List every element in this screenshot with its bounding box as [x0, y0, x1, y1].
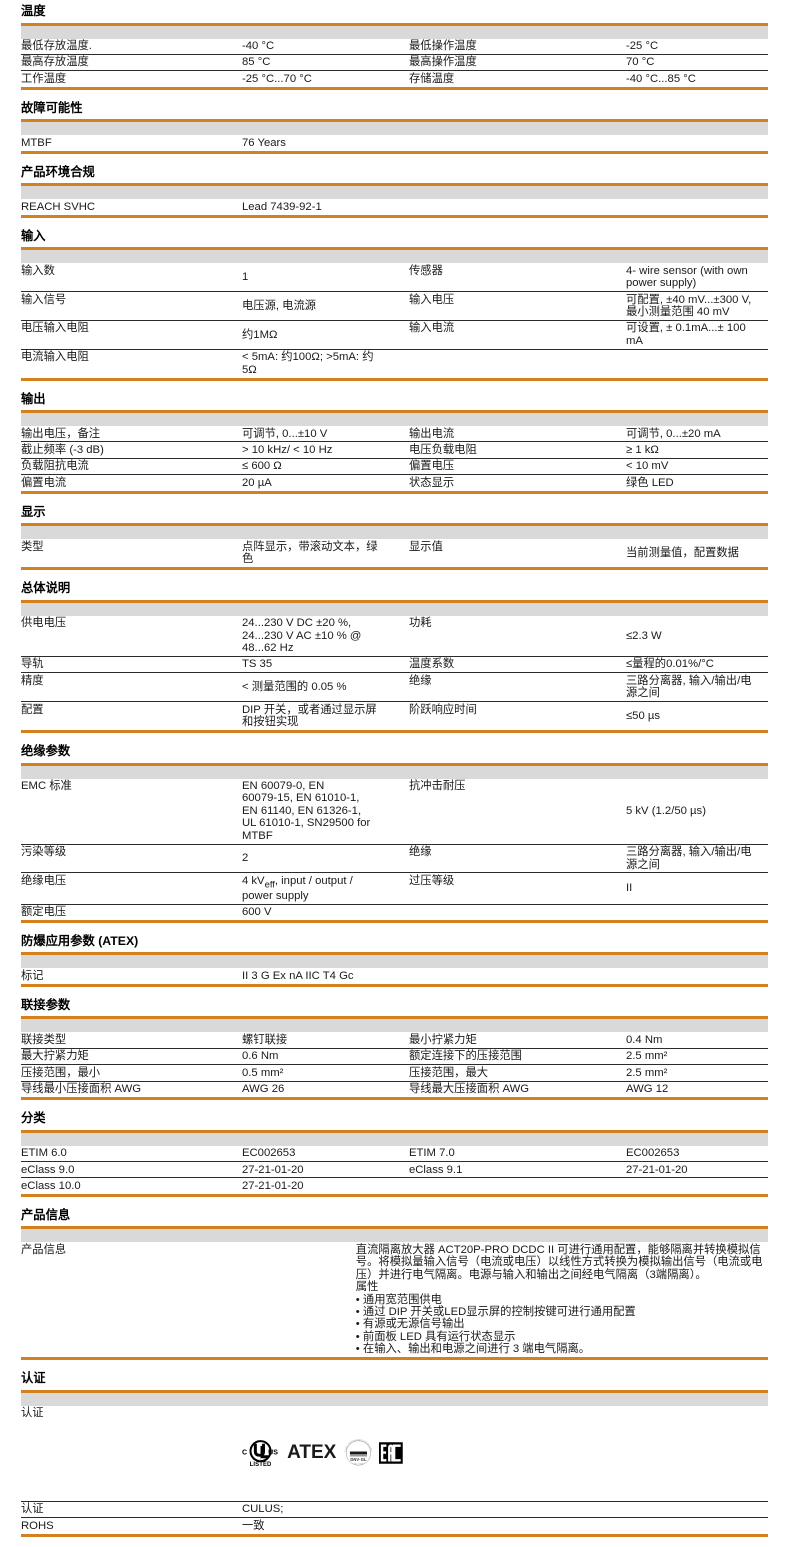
svg-text:US: US — [268, 1450, 278, 1457]
svg-text:TYPE APPROVED PRODUCT: TYPE APPROVED PRODUCT — [346, 1440, 372, 1453]
svg-text:C: C — [242, 1450, 247, 1457]
svg-text:DNVGL.COM/AF: DNVGL.COM/AF — [354, 1463, 364, 1466]
svg-text:DNV·GL: DNV·GL — [351, 1457, 368, 1462]
svg-text:LISTED: LISTED — [250, 1462, 272, 1468]
